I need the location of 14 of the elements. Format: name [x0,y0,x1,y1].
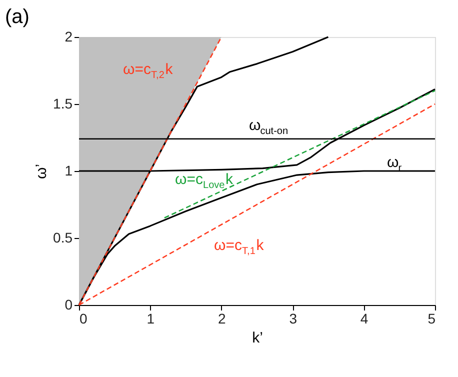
chart-title: (a) [5,6,30,28]
x-tick-label: 1 [146,310,155,326]
x-tick-label: 4 [360,310,368,326]
x-axis-title: k’ [252,330,263,346]
y-tick-label: 1 [64,162,73,178]
y-tick-label: 0.5 [53,230,73,246]
x-tick-label: 5 [428,310,436,326]
y-tick-label: 1.5 [53,96,73,112]
x-tick-label: 2 [218,310,226,326]
y-axis-title: ω’ [33,164,50,180]
y-tick-label: 2 [64,28,73,44]
y-tick-label: 0 [64,296,73,312]
x-tick-label: 0 [80,310,88,326]
x-tick-label: 3 [289,310,298,326]
